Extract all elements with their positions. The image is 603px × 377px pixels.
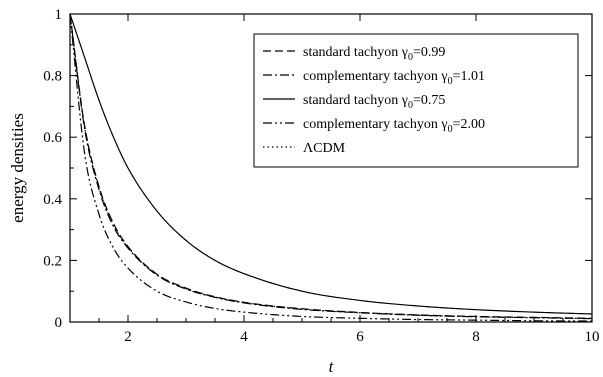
legend-box [253, 33, 579, 168]
x-tick-label-4: 10 [585, 329, 600, 345]
x-axis-label: t [329, 357, 335, 376]
legend-label-2: standard tachyon γ0=0.75 [303, 93, 445, 111]
legend-label-3: complementary tachyon γ0=2.00 [303, 117, 485, 135]
series-layer [69, 13, 593, 322]
legend-label-1: complementary tachyon γ0=1.01 [303, 69, 485, 87]
y-tick-label-5: 1 [55, 7, 63, 23]
y-tick-label-3: 0.6 [43, 130, 62, 146]
y-tick-label-1: 0.2 [43, 253, 62, 269]
y-tick-label-4: 0.8 [43, 69, 62, 85]
x-tick-label-0: 2 [124, 329, 132, 345]
x-tick-label-3: 8 [472, 329, 480, 345]
series-line-2 [69, 13, 593, 315]
legend-label-4: ΛCDM [303, 141, 346, 156]
legend-label-0: standard tachyon γ0=0.99 [303, 45, 445, 63]
axis-ticks: 2 4 6 8 10 0 0.2 0.4 0.6 0.8 1 [43, 7, 599, 345]
x-tick-label-1: 4 [240, 329, 248, 345]
y-axis-label: energy densities [8, 113, 27, 223]
x-tick-label-2: 6 [356, 329, 364, 345]
legend: standard tachyon γ0=0.99 complementary ta… [253, 33, 579, 168]
y-tick-label-0: 0 [55, 315, 63, 331]
y-tick-label-2: 0.4 [43, 192, 62, 208]
